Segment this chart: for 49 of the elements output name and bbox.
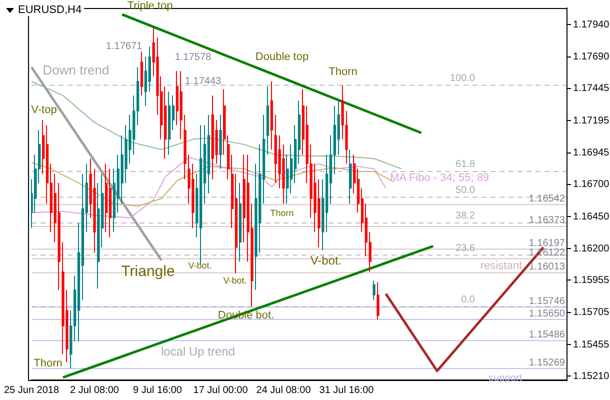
ref-line-label: 1.15650 (528, 308, 566, 320)
x-tick-label: 31 Jul 16:00 (319, 384, 374, 396)
annotation: V-bot. (223, 276, 247, 286)
annotation: Down trend (42, 62, 110, 78)
y-tick-label: 1.15210 (573, 370, 610, 382)
annotation: 1.17578 (174, 52, 212, 63)
x-tick-label: 2 Jul 08:00 (70, 384, 120, 396)
annotation: MA Fibo - 34; 55; 89 (390, 172, 490, 184)
y-tick-label: 1.15955 (573, 274, 610, 286)
y-tick-label: 1.15455 (573, 339, 610, 350)
annotation: 1.17671 (106, 40, 143, 52)
x-tick-label: 17 Jul 00:00 (193, 384, 248, 396)
annotation: Thorn (328, 66, 358, 78)
annotation: local Up trend (160, 344, 236, 358)
y-tick-label: 1.17195 (573, 115, 610, 126)
annotation: Triangle (121, 263, 175, 280)
ref-line-label: 1.16013 (528, 262, 566, 273)
y-tick-label: 1.17445 (573, 83, 610, 94)
annotation: V-bot. (310, 253, 342, 268)
annotation: V-top (31, 104, 57, 116)
annotation: 50.0 (456, 184, 476, 196)
y-tick-label: 1.17690 (573, 52, 610, 63)
annotation: Thorn (34, 357, 62, 370)
x-tick-label: 25 Jun 2018 (4, 384, 60, 396)
annotation: 61.8 (456, 159, 476, 170)
ref-line-label: 1.15746 (528, 296, 566, 307)
annotation: Thorn (270, 208, 294, 218)
annotation: 0.0 (461, 294, 476, 306)
annotation: Double top (255, 51, 309, 64)
ref-line-label: 1.16542 (528, 193, 566, 204)
x-tick-label: 9 Jul 16:00 (133, 384, 182, 396)
annotation: 1.17443 (184, 76, 222, 87)
y-tick-label: 1.15705 (573, 307, 610, 318)
y-tick-label: 1.16700 (573, 179, 610, 190)
ref-line-label: 1.16197 (528, 238, 566, 249)
annotation: V-bot. (188, 260, 212, 270)
y-tick-label: 1.16200 (573, 243, 610, 254)
annotation: resistant (480, 260, 522, 272)
annotation: 23.6 (456, 242, 476, 254)
ref-line-label: 1.16373 (528, 215, 566, 226)
chart-title: EURUSD,H4 (18, 4, 82, 16)
y-tick-label: 1.16450 (573, 211, 610, 222)
ref-line-label: 1.15269 (528, 357, 566, 368)
ref-line-label: 1.15486 (528, 329, 566, 340)
y-tick-label: 1.17940 (573, 19, 610, 30)
y-tick-label: 1.16945 (573, 148, 610, 159)
annotation: 38.2 (456, 210, 476, 222)
annotation: 100.0 (450, 72, 476, 84)
x-tick-label: 24 Jul 08:00 (256, 384, 312, 396)
